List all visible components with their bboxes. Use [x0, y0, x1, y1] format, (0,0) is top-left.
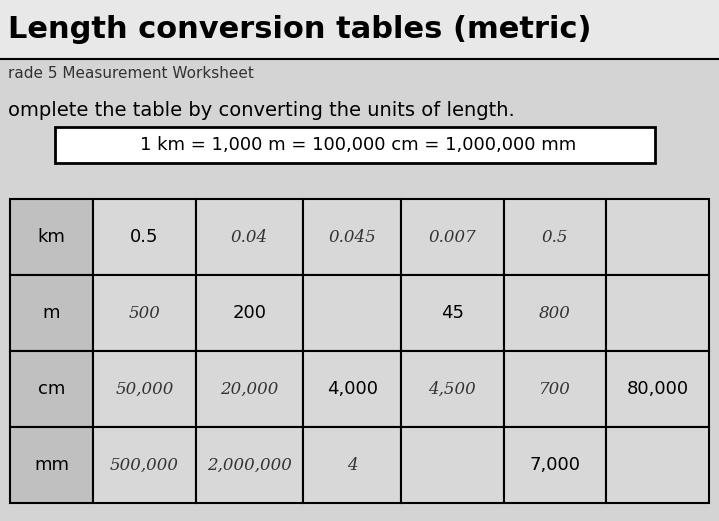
Text: omplete the table by converting the units of length.: omplete the table by converting the unit… — [8, 102, 515, 120]
Bar — [504, 275, 606, 351]
Text: 0.04: 0.04 — [231, 229, 268, 245]
Text: 500: 500 — [129, 304, 160, 321]
Text: 45: 45 — [441, 304, 464, 322]
Text: 800: 800 — [539, 304, 571, 321]
Bar — [606, 427, 709, 503]
Bar — [401, 275, 504, 351]
Text: Length conversion tables (metric): Length conversion tables (metric) — [8, 16, 592, 44]
Text: 20,000: 20,000 — [220, 380, 279, 398]
Text: 2,000,000: 2,000,000 — [207, 456, 292, 474]
Bar — [196, 427, 303, 503]
Bar — [10, 275, 93, 351]
Text: 700: 700 — [539, 380, 571, 398]
Bar — [196, 351, 303, 427]
Text: 4: 4 — [347, 456, 357, 474]
Text: 0.5: 0.5 — [542, 229, 568, 245]
Bar — [606, 351, 709, 427]
Bar — [93, 427, 196, 503]
Text: mm: mm — [34, 456, 69, 474]
Bar — [401, 199, 504, 275]
Text: km: km — [37, 228, 65, 246]
Bar — [0, 0, 719, 59]
Bar — [93, 351, 196, 427]
Bar — [303, 275, 401, 351]
Text: 0.045: 0.045 — [329, 229, 376, 245]
Bar — [606, 275, 709, 351]
Bar — [504, 351, 606, 427]
Bar — [401, 351, 504, 427]
Bar — [303, 427, 401, 503]
Text: 4,500: 4,500 — [429, 380, 476, 398]
Text: 50,000: 50,000 — [115, 380, 173, 398]
Text: cm: cm — [38, 380, 65, 398]
Text: 200: 200 — [232, 304, 267, 322]
Bar — [303, 199, 401, 275]
Text: 1 km = 1,000 m = 100,000 cm = 1,000,000 mm: 1 km = 1,000 m = 100,000 cm = 1,000,000 … — [140, 136, 576, 154]
Text: 80,000: 80,000 — [627, 380, 689, 398]
Text: 7,000: 7,000 — [529, 456, 580, 474]
Text: 0.5: 0.5 — [130, 228, 159, 246]
Text: 4,000: 4,000 — [326, 380, 377, 398]
Text: 500,000: 500,000 — [110, 456, 179, 474]
Bar — [10, 427, 93, 503]
Bar — [303, 351, 401, 427]
Bar — [196, 275, 303, 351]
Bar — [10, 351, 93, 427]
Bar — [10, 199, 93, 275]
Bar — [93, 275, 196, 351]
Bar — [606, 199, 709, 275]
Bar — [93, 199, 196, 275]
Text: 0.007: 0.007 — [429, 229, 476, 245]
Bar — [504, 199, 606, 275]
Bar — [196, 199, 303, 275]
Bar — [504, 427, 606, 503]
Bar — [401, 427, 504, 503]
Text: m: m — [43, 304, 60, 322]
Text: rade 5 Measurement Worksheet: rade 5 Measurement Worksheet — [8, 67, 254, 81]
Bar — [55, 127, 655, 163]
